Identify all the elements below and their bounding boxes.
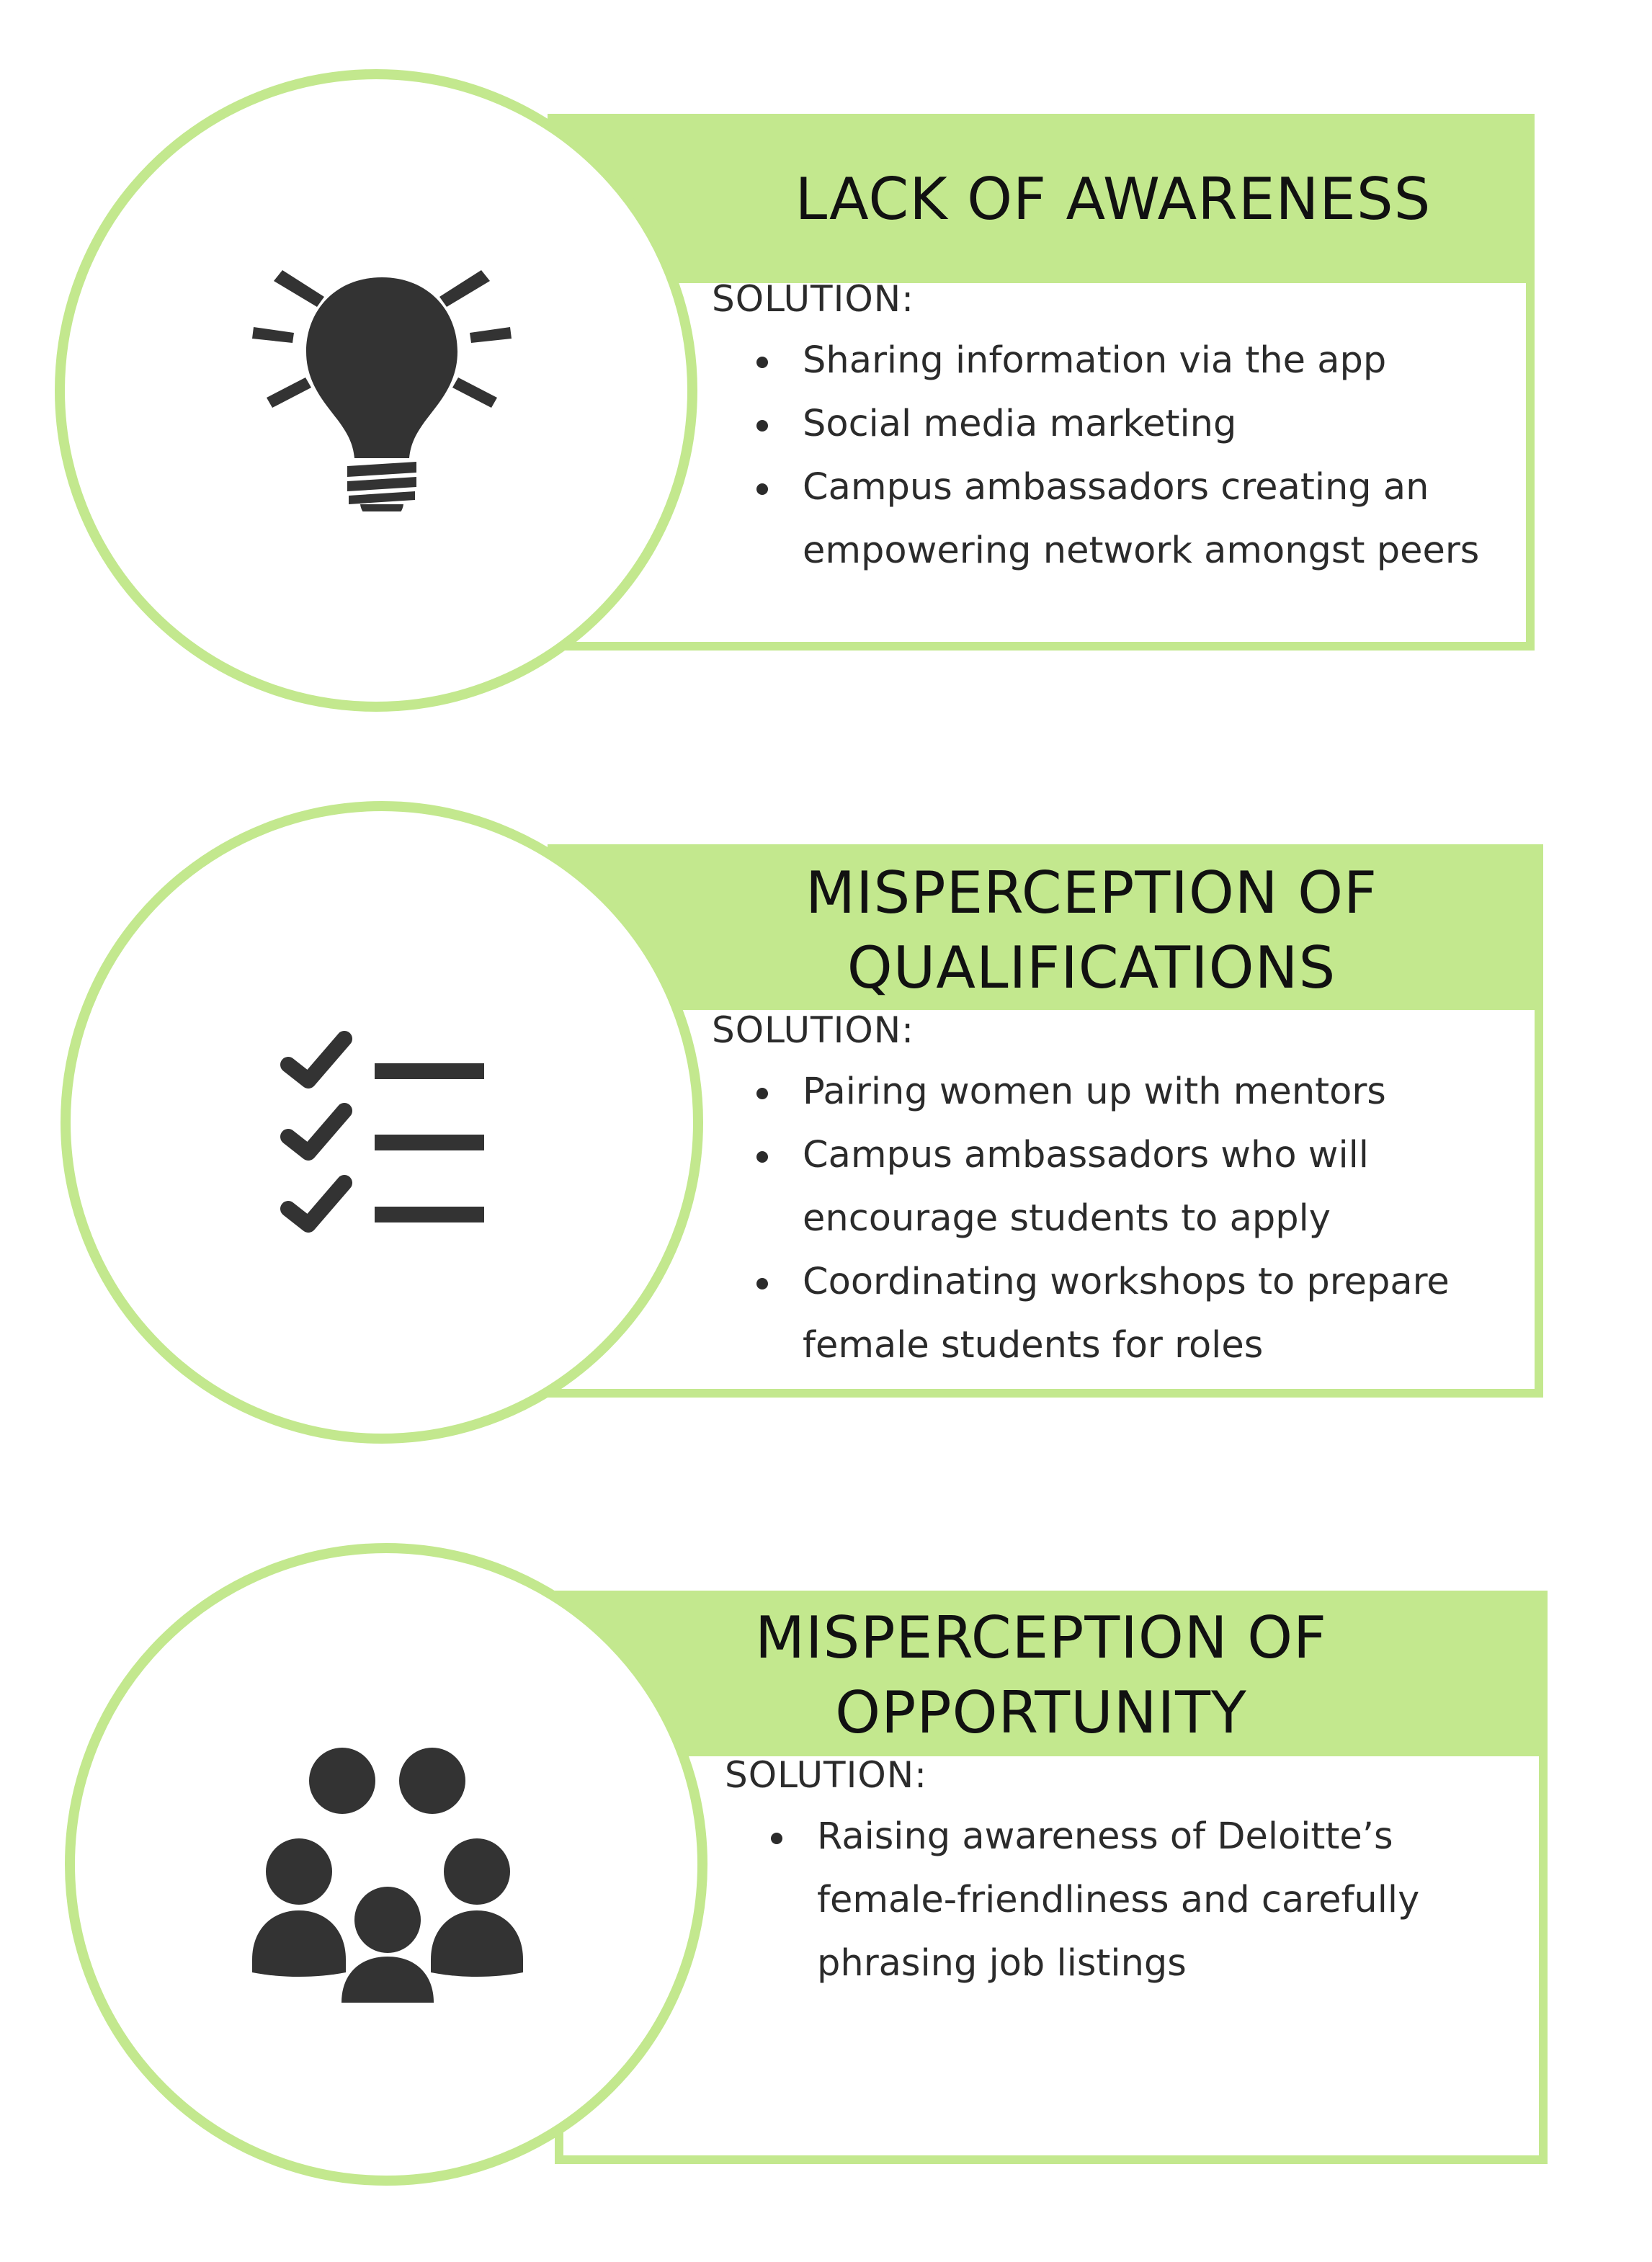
card-lack-of-awareness: LACK OF AWARENESS SOLUTION: Sharing info…: [0, 0, 1652, 720]
list-item: Pairing women up with mentors: [756, 1060, 1527, 1124]
list-item: Campus ambassadors creating an empowerin…: [756, 456, 1531, 583]
solution-label: SOLUTION:: [712, 278, 914, 320]
card-title-line: LACK OF AWARENESS: [795, 166, 1432, 233]
card-title: MISPERCEPTION OF QUALIFICATIONS: [677, 856, 1506, 1006]
card-title: LACK OF AWARENESS: [692, 162, 1535, 237]
card-misperception-of-qualifications: MISPERCEPTION OF QUALIFICATIONS SOLUTION…: [0, 735, 1652, 1455]
card-header-band: [548, 844, 1543, 1010]
lightbulb-icon: [252, 270, 512, 511]
checklist-icon: [280, 1031, 484, 1233]
card-title-line: MISPERCEPTION OF: [805, 859, 1378, 926]
solution-list: Raising awareness of Deloitte’s female-f…: [771, 1805, 1491, 1995]
list-item: Sharing information via the app: [756, 329, 1531, 393]
card-title-line: OPPORTUNITY: [835, 1679, 1247, 1746]
list-item: Social media marketing: [756, 393, 1531, 456]
solution-list: Pairing women up with mentors Campus amb…: [756, 1060, 1527, 1377]
list-item: Raising awareness of Deloitte’s female-f…: [771, 1805, 1491, 1995]
solution-label: SOLUTION:: [725, 1754, 927, 1796]
card-misperception-of-opportunity: MISPERCEPTION OF OPPORTUNITY SOLUTION: R…: [0, 1484, 1652, 2204]
card-header-band: [555, 1591, 1548, 1756]
card-header-band: [548, 114, 1535, 283]
card-title-line: QUALIFICATIONS: [847, 934, 1336, 1001]
solution-list: Sharing information via the app Social m…: [756, 329, 1531, 583]
list-item: Campus ambassadors who will encourage st…: [756, 1124, 1527, 1251]
group-icon: [252, 1748, 523, 2003]
card-title-line: MISPERCEPTION OF: [754, 1604, 1328, 1671]
solution-label: SOLUTION:: [712, 1009, 914, 1051]
list-item: Coordinating workshops to prepare female…: [756, 1251, 1527, 1377]
icon-circle: [55, 69, 697, 712]
icon-circle: [65, 1543, 707, 2186]
card-title: MISPERCEPTION OF OPPORTUNITY: [627, 1601, 1455, 1751]
